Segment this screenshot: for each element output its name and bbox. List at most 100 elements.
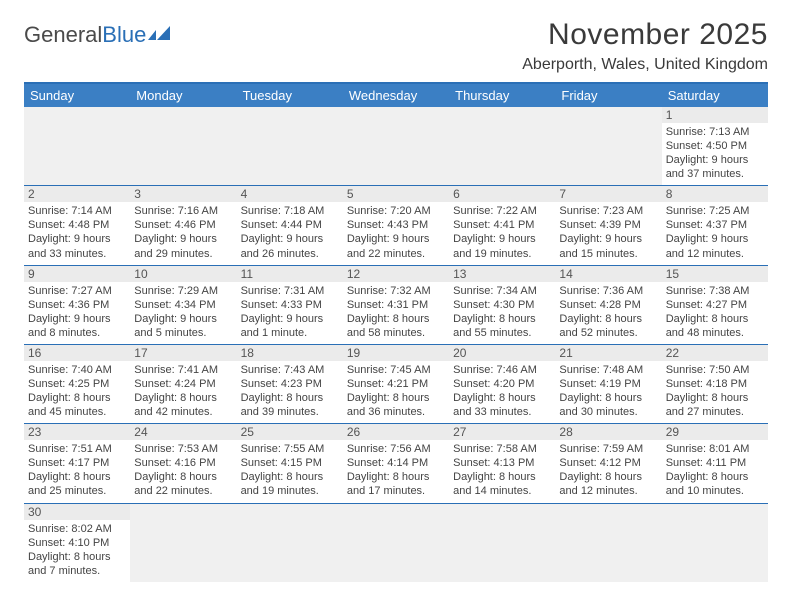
dow-cell: Sunday (24, 84, 130, 107)
day-info-line: Sunset: 4:25 PM (28, 377, 126, 391)
empty-cell (343, 107, 449, 185)
day-number: 12 (343, 266, 449, 282)
day-info: Sunrise: 7:53 AMSunset: 4:16 PMDaylight:… (134, 442, 232, 498)
day-info-line: Sunset: 4:36 PM (28, 298, 126, 312)
day-info-line: Daylight: 9 hours (134, 312, 232, 326)
day-info: Sunrise: 7:56 AMSunset: 4:14 PMDaylight:… (347, 442, 445, 498)
logo-word1: General (24, 22, 102, 48)
day-number: 2 (24, 186, 130, 202)
day-cell: 4Sunrise: 7:18 AMSunset: 4:44 PMDaylight… (237, 186, 343, 264)
day-cell: 2 Sunrise: 7:14 AMSunset: 4:48 PMDaylight… (24, 186, 130, 264)
day-info-line: and 8 minutes. (28, 326, 126, 340)
day-info-line: Sunset: 4:28 PM (559, 298, 657, 312)
day-info-line: Sunset: 4:17 PM (28, 456, 126, 470)
day-info-line: and 58 minutes. (347, 326, 445, 340)
day-cell: 13Sunrise: 7:34 AMSunset: 4:30 PMDayligh… (449, 266, 555, 344)
day-cell: 29 Sunrise: 8:01 AMSunset: 4:11 PMDayligh… (662, 424, 768, 502)
day-info-line: and 10 minutes. (666, 484, 764, 498)
day-number: 30 (24, 504, 130, 520)
day-info-line: Sunset: 4:34 PM (134, 298, 232, 312)
dow-cell: Friday (555, 84, 661, 107)
day-info-line: Sunset: 4:19 PM (559, 377, 657, 391)
day-info-line: Sunrise: 7:40 AM (28, 363, 126, 377)
empty-cell (237, 107, 343, 185)
day-info-line: Daylight: 9 hours (28, 232, 126, 246)
day-info: Sunrise: 7:31 AMSunset: 4:33 PMDaylight:… (241, 284, 339, 340)
day-info-line: Sunset: 4:12 PM (559, 456, 657, 470)
day-cell: 25Sunrise: 7:55 AMSunset: 4:15 PMDayligh… (237, 424, 343, 502)
day-info-line: and 27 minutes. (666, 405, 764, 419)
day-info-line: Daylight: 8 hours (453, 312, 551, 326)
day-info: Sunrise: 7:27 AMSunset: 4:36 PMDaylight:… (28, 284, 126, 340)
day-cell: 11Sunrise: 7:31 AMSunset: 4:33 PMDayligh… (237, 266, 343, 344)
day-info-line: Sunset: 4:44 PM (241, 218, 339, 232)
day-info-line: Daylight: 9 hours (241, 232, 339, 246)
flag-icon (148, 26, 172, 44)
title-block: November 2025 Aberporth, Wales, United K… (522, 18, 768, 74)
day-number: 13 (449, 266, 555, 282)
day-info-line: Sunset: 4:13 PM (453, 456, 551, 470)
weeks-container: 1Sunrise: 7:13 AMSunset: 4:50 PMDaylight… (24, 107, 768, 582)
week-row: 23 Sunrise: 7:51 AMSunset: 4:17 PMDayligh… (24, 424, 768, 503)
empty-cell (662, 504, 768, 582)
week-row: 2Sunrise: 7:14 AMSunset: 4:48 PMDaylight… (24, 186, 768, 265)
day-info-line: Sunrise: 7:27 AM (28, 284, 126, 298)
day-cell: 15Sunrise: 7:38 AMSunset: 4:27 PMDayligh… (662, 266, 768, 344)
day-info-line: Sunrise: 7:48 AM (559, 363, 657, 377)
day-cell: 19 Sunrise: 7:45 AMSunset: 4:21 PMDayligh… (343, 345, 449, 423)
week-row: 9Sunrise: 7:27 AMSunset: 4:36 PMDaylight… (24, 266, 768, 345)
day-info: Sunrise: 8:01 AMSunset: 4:11 PMDaylight:… (666, 442, 764, 498)
location: Aberporth, Wales, United Kingdom (522, 56, 768, 74)
day-number: 19 (343, 345, 449, 361)
day-info-line: Sunset: 4:18 PM (666, 377, 764, 391)
day-number: 1 (662, 107, 768, 123)
day-number: 29 (662, 424, 768, 440)
day-info-line: Sunrise: 7:14 AM (28, 204, 126, 218)
day-info-line: Sunrise: 7:36 AM (559, 284, 657, 298)
day-info: Sunrise: 7:25 AMSunset: 4:37 PMDaylight:… (666, 204, 764, 260)
day-info: Sunrise: 7:29 AMSunset: 4:34 PMDaylight:… (134, 284, 232, 340)
day-info-line: Daylight: 9 hours (453, 232, 551, 246)
logo: GeneralBlue (24, 18, 172, 48)
day-info: Sunrise: 7:48 AMSunset: 4:19 PMDaylight:… (559, 363, 657, 419)
day-info-line: Sunset: 4:27 PM (666, 298, 764, 312)
day-info-line: Sunset: 4:31 PM (347, 298, 445, 312)
day-info-line: Sunrise: 7:34 AM (453, 284, 551, 298)
dow-cell: Saturday (662, 84, 768, 107)
empty-cell (343, 504, 449, 582)
day-info-line: Sunset: 4:50 PM (666, 139, 764, 153)
day-info-line: and 33 minutes. (453, 405, 551, 419)
day-cell: 16Sunrise: 7:40 AMSunset: 4:25 PMDayligh… (24, 345, 130, 423)
day-cell: 22Sunrise: 7:50 AMSunset: 4:18 PMDayligh… (662, 345, 768, 423)
day-info: Sunrise: 7:45 AMSunset: 4:21 PMDaylight:… (347, 363, 445, 419)
day-number: 23 (24, 424, 130, 440)
empty-cell (449, 504, 555, 582)
day-info-line: Sunset: 4:48 PM (28, 218, 126, 232)
day-info-line: Sunrise: 7:41 AM (134, 363, 232, 377)
day-info: Sunrise: 7:38 AMSunset: 4:27 PMDaylight:… (666, 284, 764, 340)
empty-cell (130, 504, 236, 582)
calendar: SundayMondayTuesdayWednesdayThursdayFrid… (24, 82, 768, 582)
empty-cell (24, 107, 130, 185)
day-info-line: Daylight: 9 hours (347, 232, 445, 246)
day-info-line: Sunrise: 7:16 AM (134, 204, 232, 218)
day-info-line: and 29 minutes. (134, 247, 232, 261)
day-info-line: Sunset: 4:15 PM (241, 456, 339, 470)
day-info-line: Sunrise: 7:18 AM (241, 204, 339, 218)
day-info: Sunrise: 7:51 AMSunset: 4:17 PMDaylight:… (28, 442, 126, 498)
day-number: 28 (555, 424, 661, 440)
dow-cell: Tuesday (237, 84, 343, 107)
day-number: 27 (449, 424, 555, 440)
day-info-line: and 45 minutes. (28, 405, 126, 419)
day-info-line: Daylight: 8 hours (559, 312, 657, 326)
day-info: Sunrise: 7:23 AMSunset: 4:39 PMDaylight:… (559, 204, 657, 260)
day-info: Sunrise: 7:18 AMSunset: 4:44 PMDaylight:… (241, 204, 339, 260)
header: GeneralBlue November 2025 Aberporth, Wal… (24, 18, 768, 74)
day-info-line: Daylight: 8 hours (134, 470, 232, 484)
day-cell: 1Sunrise: 7:13 AMSunset: 4:50 PMDaylight… (662, 107, 768, 185)
day-info-line: Daylight: 8 hours (28, 470, 126, 484)
day-info-line: Daylight: 8 hours (347, 391, 445, 405)
day-number: 20 (449, 345, 555, 361)
day-info-line: and 42 minutes. (134, 405, 232, 419)
dow-cell: Thursday (449, 84, 555, 107)
